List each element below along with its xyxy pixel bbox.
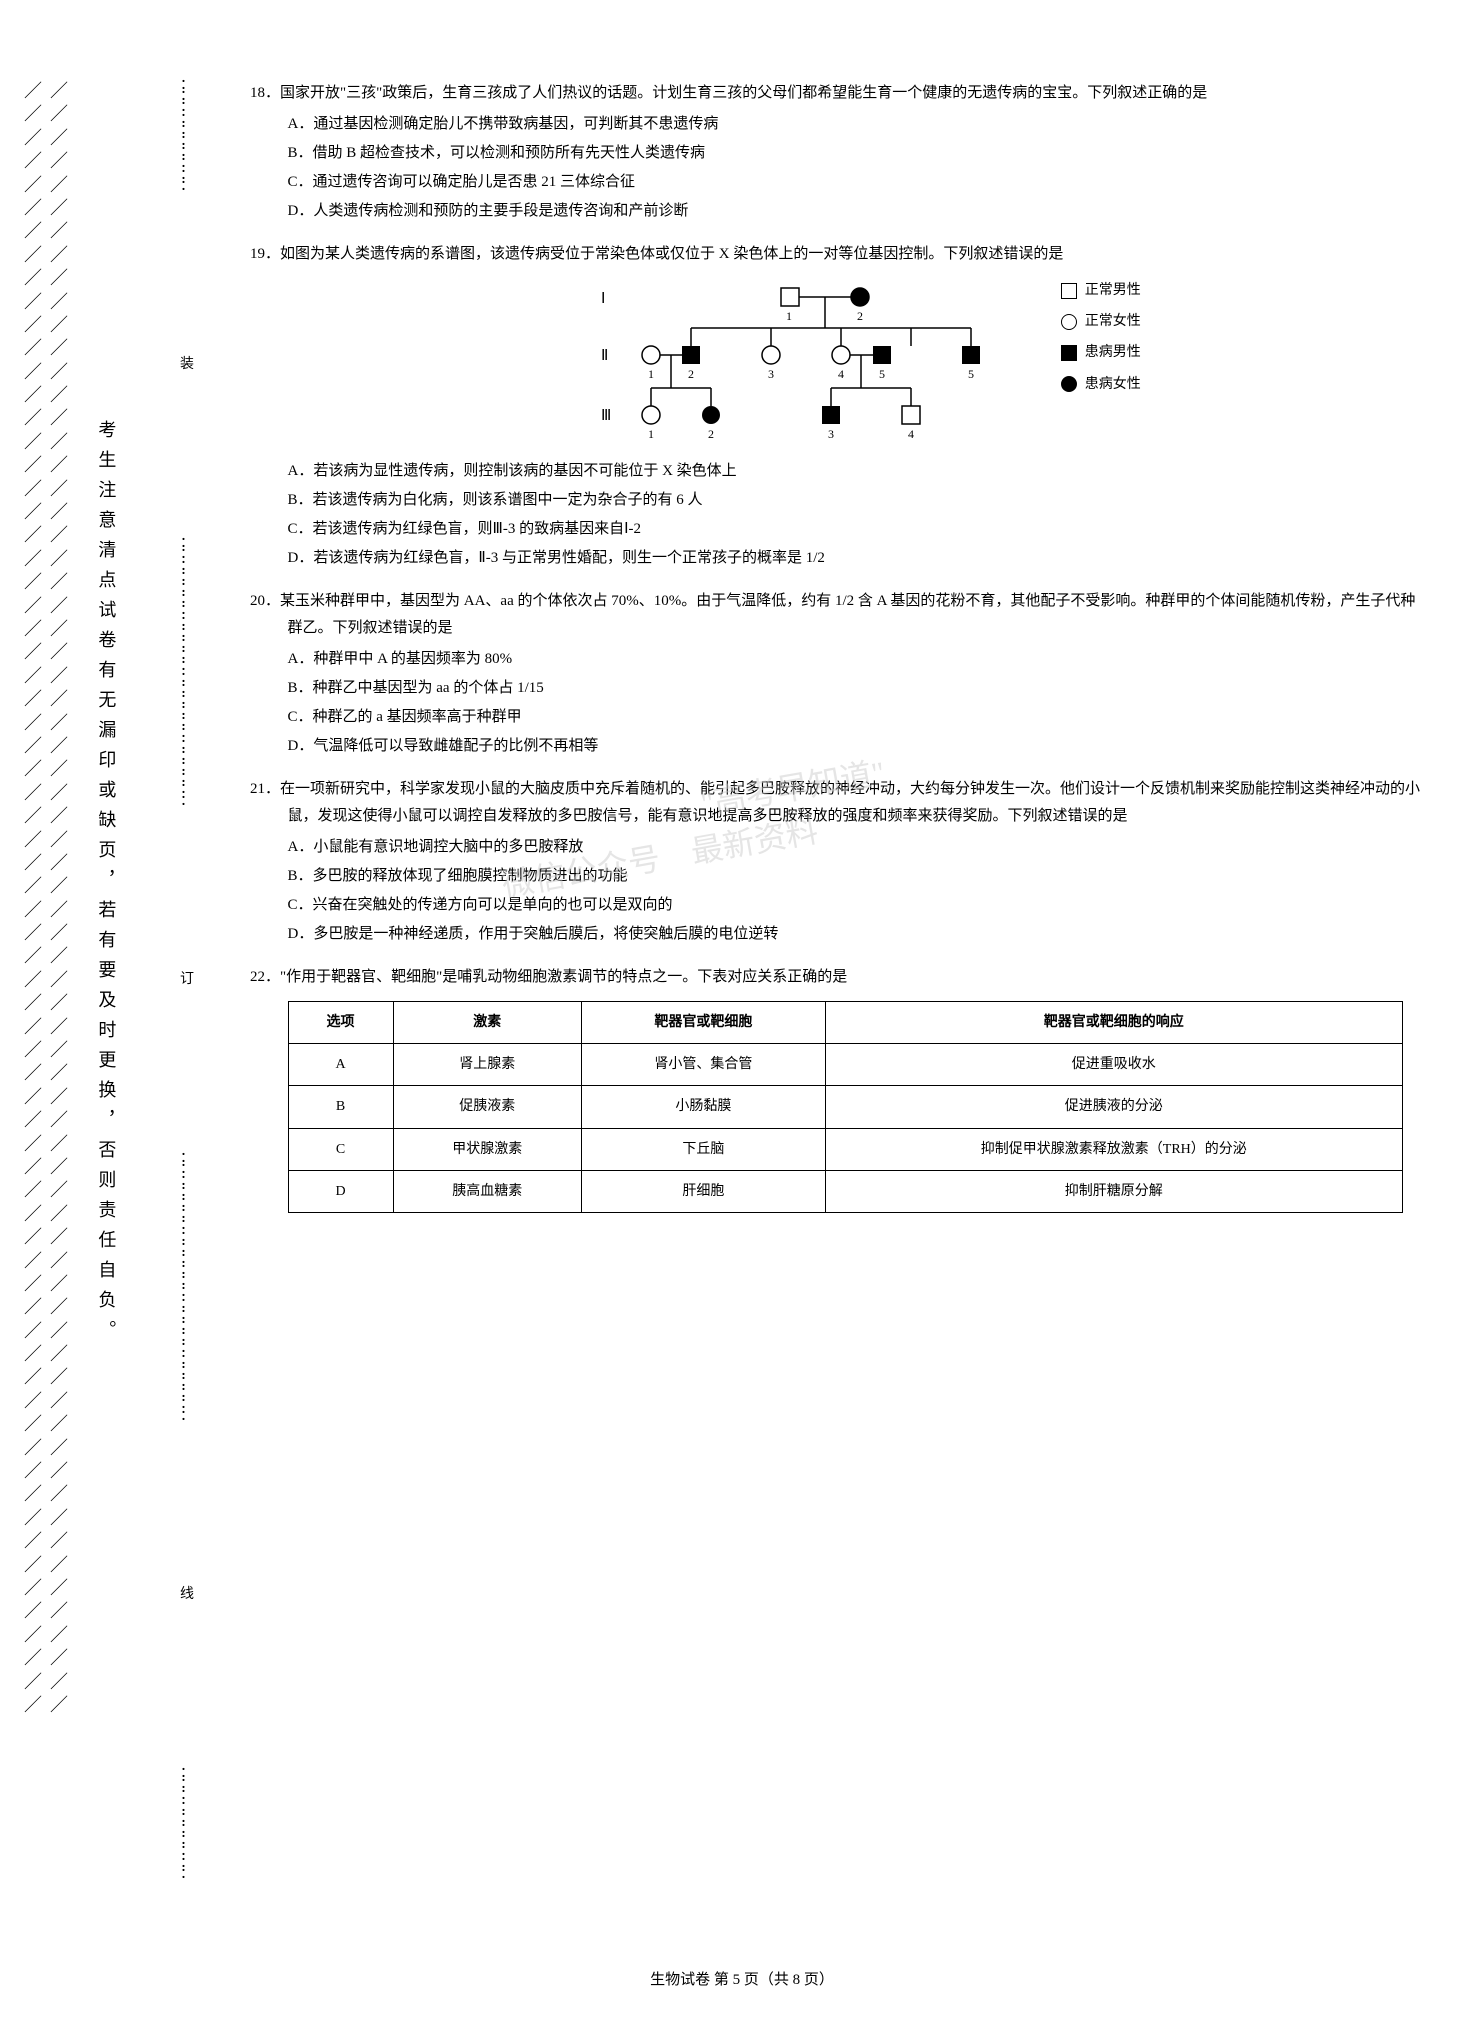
svg-text:4: 4 [908, 427, 914, 441]
th-option: 选项 [288, 1002, 393, 1044]
gen-label: Ⅱ [601, 348, 608, 364]
option-b: B．借助 B 超检查技术，可以检测和预防所有先天性人类遗传病 [288, 140, 1425, 167]
marker-zhuang: 装 [180, 352, 194, 377]
option-b: B．种群乙中基因型为 aa 的个体占 1/15 [288, 675, 1425, 702]
q-stem: 如图为某人类遗传病的系谱图，该遗传病受位于常染色体或仅位于 X 染色体上的一对等… [280, 246, 1063, 262]
svg-text:4: 4 [838, 367, 844, 381]
legend-am: 患病男性 [1085, 340, 1141, 365]
q-stem: "作用于靶器官、靶细胞"是哺乳动物细胞激素调节的特点之一。下表对应关系正确的是 [280, 969, 847, 985]
svg-text:2: 2 [857, 309, 863, 323]
svg-text:3: 3 [768, 367, 774, 381]
page-footer: 生物试卷 第 5 页（共 8 页） [0, 1967, 1484, 1994]
legend-nm: 正常男性 [1085, 278, 1141, 303]
option-b: B．若该遗传病为白化病，则该系谱图中一定为杂合子的有 6 人 [288, 487, 1425, 514]
table-row: A 肾上腺素 肾小管、集合管 促进重吸收水 [288, 1044, 1402, 1086]
svg-text:1: 1 [786, 309, 792, 323]
question-19: 19．如图为某人类遗传病的系谱图，该遗传病受位于常染色体或仅位于 X 染色体上的… [250, 241, 1424, 572]
gen-label: Ⅲ [601, 408, 611, 424]
question-18: 18．国家开放"三孩"政策后，生育三孩成了人们热议的话题。计划生育三孩的父母们都… [250, 80, 1424, 225]
option-c: C．通过遗传咨询可以确定胎儿是否患 21 三体综合征 [288, 169, 1425, 196]
q-stem: 某玉米种群甲中，基因型为 AA、aa 的个体依次占 70%、10%。由于气温降低… [280, 593, 1415, 636]
q-num: 18． [250, 85, 280, 101]
main-content: "高考早知道" 微信公众号 最新资料 18．国家开放"三孩"政策后，生育三孩成了… [220, 0, 1484, 2024]
question-21: 21．在一项新研究中，科学家发现小鼠的大脑皮质中充斥着随机的、能引起多巴胺释放的… [250, 776, 1424, 948]
pedigree-diagram: Ⅰ 1 2 Ⅱ [288, 278, 1425, 448]
option-d: D．气温降低可以导致雌雄配子的比例不再相等 [288, 733, 1425, 760]
option-c: C．若该遗传病为红绿色盲，则Ⅲ-3 的致病基因来自Ⅰ-2 [288, 516, 1425, 543]
question-20: 20．某玉米种群甲中，基因型为 AA、aa 的个体依次占 70%、10%。由于气… [250, 588, 1424, 760]
q-stem: 在一项新研究中，科学家发现小鼠的大脑皮质中充斥着随机的、能引起多巴胺释放的神经冲… [280, 781, 1420, 824]
table-row: B 促胰液素 小肠黏膜 促进胰液的分泌 [288, 1086, 1402, 1128]
option-c: C．种群乙的 a 基因频率高于种群甲 [288, 704, 1425, 731]
binding-markers: for(let i=0;i<10;i++)document.write('：<b… [180, 80, 194, 1880]
exam-notice: 考生注意清点试卷有无漏印或缺页，若有要及时更换，否则责任自负。 [90, 420, 122, 1350]
svg-text:2: 2 [688, 367, 694, 381]
marker-ding: 订 [180, 967, 194, 992]
option-b: B．多巴胺的释放体现了细胞膜控制物质进出的功能 [288, 863, 1425, 890]
th-target: 靶器官或靶细胞 [581, 1002, 825, 1044]
question-22: 22．"作用于靶器官、靶细胞"是哺乳动物细胞激素调节的特点之一。下表对应关系正确… [250, 964, 1424, 1213]
q-num: 21． [250, 781, 280, 797]
q-num: 22． [250, 969, 280, 985]
q-stem: 国家开放"三孩"政策后，生育三孩成了人们热议的话题。计划生育三孩的父母们都希望能… [280, 85, 1207, 101]
pedigree-legend: 正常男性 正常女性 患病男性 患病女性 [1061, 278, 1141, 403]
option-a: A．小鼠能有意识地调控大脑中的多巴胺释放 [288, 834, 1425, 861]
legend-nf: 正常女性 [1085, 309, 1141, 334]
svg-text:1: 1 [648, 367, 654, 381]
table-row: C 甲状腺激素 下丘脑 抑制促甲状腺激素释放激素（TRH）的分泌 [288, 1128, 1402, 1170]
binding-margin: for(let i=0;i<70;i++)document.write('／<b… [0, 0, 220, 2024]
hormone-table: 选项 激素 靶器官或靶细胞 靶器官或靶细胞的响应 A 肾上腺素 肾小管、集合管 … [288, 1001, 1403, 1213]
svg-text:1: 1 [648, 427, 654, 441]
option-a: A．种群甲中 A 的基因频率为 80% [288, 646, 1425, 673]
slash-pattern: for(let i=0;i<70;i++)document.write('／<b… [20, 80, 46, 2004]
option-d: D．若该遗传病为红绿色盲，Ⅱ-3 与正常男性婚配，则生一个正常孩子的概率是 1/… [288, 545, 1425, 572]
svg-text:2: 2 [708, 427, 714, 441]
marker-xian: 线 [180, 1582, 194, 1607]
slash-pattern-2: for(let i=0;i<70;i++)document.write('／<b… [46, 80, 72, 2004]
legend-af: 患病女性 [1085, 372, 1141, 397]
option-a: A．通过基因检测确定胎儿不携带致病基因，可判断其不患遗传病 [288, 111, 1425, 138]
q-num: 19． [250, 246, 280, 262]
table-header-row: 选项 激素 靶器官或靶细胞 靶器官或靶细胞的响应 [288, 1002, 1402, 1044]
option-c: C．兴奋在突触处的传递方向可以是单向的也可以是双向的 [288, 892, 1425, 919]
table-row: D 胰高血糖素 肝细胞 抑制肝糖原分解 [288, 1170, 1402, 1212]
th-hormone: 激素 [393, 1002, 581, 1044]
gen-label: Ⅰ [601, 291, 605, 307]
option-d: D．人类遗传病检测和预防的主要手段是遗传咨询和产前诊断 [288, 198, 1425, 225]
q-num: 20． [250, 593, 280, 609]
svg-text:5: 5 [968, 367, 974, 381]
pedigree-svg: Ⅰ 1 2 Ⅱ [571, 278, 1031, 448]
th-response: 靶器官或靶细胞的响应 [825, 1002, 1402, 1044]
svg-text:3: 3 [828, 427, 834, 441]
svg-text:5: 5 [879, 367, 885, 381]
option-a: A．若该病为显性遗传病，则控制该病的基因不可能位于 X 染色体上 [288, 458, 1425, 485]
option-d: D．多巴胺是一种神经递质，作用于突触后膜后，将使突触后膜的电位逆转 [288, 921, 1425, 948]
